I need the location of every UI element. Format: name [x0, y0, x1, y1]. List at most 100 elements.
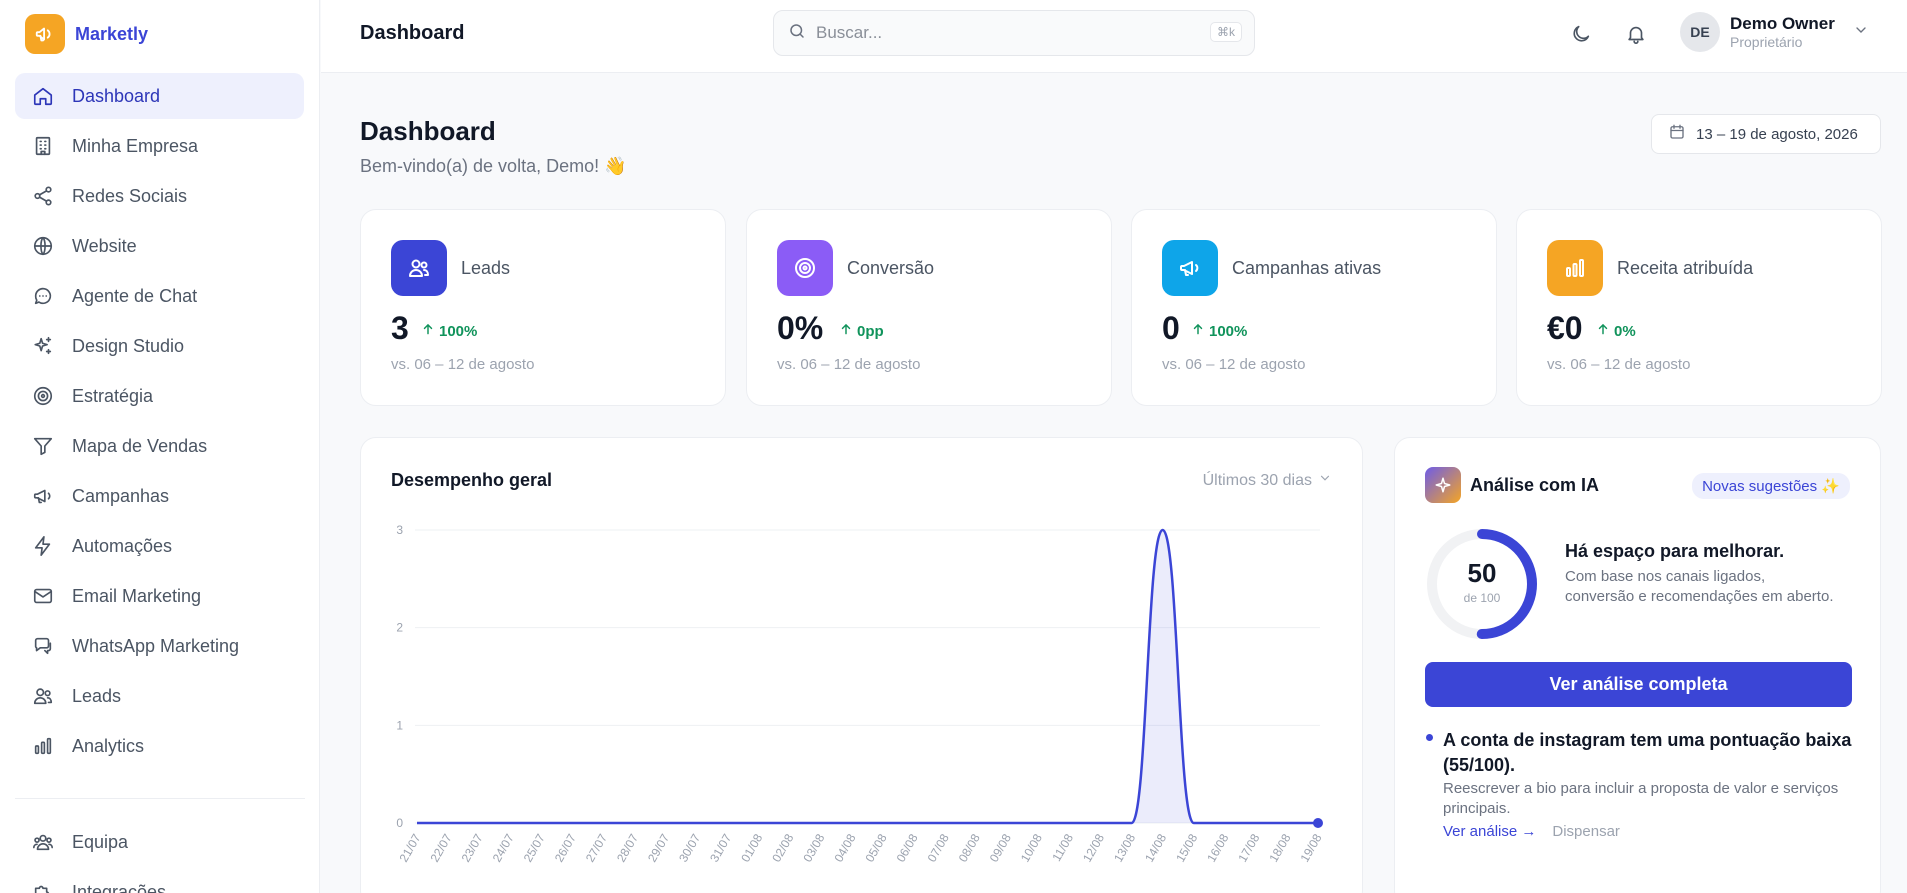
sidebar-item-agente-de-chat[interactable]: Agente de Chat — [15, 273, 304, 319]
x-tick-label: 17/08 — [1235, 831, 1262, 864]
sidebar-item-design-studio[interactable]: Design Studio — [15, 323, 304, 369]
sidebar-item-estrategia[interactable]: Estratégia — [15, 373, 304, 419]
ai-badge: Novas sugestões ✨ — [1692, 473, 1850, 499]
kpi-delta-value: 100% — [1209, 322, 1248, 340]
kpi-card-campanhas-ativas[interactable]: Campanhas ativas 0 100% vs. 06 – 12 de agos… — [1131, 209, 1497, 406]
sidebar-item-label: Redes Sociais — [72, 185, 188, 206]
x-tick-label: 18/08 — [1266, 831, 1293, 864]
sidebar-item-equipa[interactable]: Equipa — [15, 819, 304, 865]
kpi-comparison: vs. 06 – 12 de agosto — [777, 356, 921, 373]
users-icon — [31, 684, 55, 708]
sidebar-item-integracoes[interactable]: Integrações — [15, 869, 304, 893]
sidebar-item-redes-sociais[interactable]: Redes Sociais — [15, 173, 304, 219]
user-menu[interactable]: DE Demo Owner Proprietário — [1680, 12, 1869, 52]
chevron-down-icon — [1853, 22, 1869, 43]
x-tick-label: 08/08 — [956, 831, 983, 864]
target-icon — [31, 384, 55, 408]
ai-analysis-card: Análise com IA Novas sugestões ✨ 50 de 1… — [1394, 437, 1881, 893]
bar-chart-icon — [31, 734, 55, 758]
ai-description: Com base nos canais ligados, conversão e… — [1565, 568, 1834, 605]
sidebar-item-label: Integrações — [72, 881, 167, 893]
puzzle-icon — [31, 880, 55, 893]
moon-icon[interactable] — [1567, 20, 1595, 48]
kpi-delta: 0% — [1596, 322, 1636, 340]
kpi-delta-value: 100% — [439, 322, 478, 340]
range-select[interactable]: Últimos 30 dias — [1203, 471, 1332, 490]
kpi-card-conversao[interactable]: Conversão 0% 0pp vs. 06 – 12 de agosto — [746, 209, 1112, 406]
sidebar: Marketly Dashboard Minha Empresa Redes Soc… — [0, 0, 320, 893]
x-tick-label: 11/08 — [1049, 831, 1076, 864]
performance-title: Desempenho geral — [391, 470, 553, 490]
x-tick-label: 30/07 — [676, 831, 703, 864]
sidebar-item-label: Equipa — [72, 831, 129, 852]
target-icon — [777, 240, 833, 296]
sidebar-item-label: Leads — [72, 685, 122, 706]
sidebar-item-whatsapp-marketing[interactable]: WhatsApp Marketing — [15, 623, 304, 669]
x-tick-label: 04/08 — [831, 831, 858, 864]
x-tick-label: 24/07 — [490, 831, 517, 864]
sidebar-item-label: Mapa de Vendas — [72, 435, 208, 456]
chat-icon — [31, 284, 55, 308]
search-bar[interactable]: ⌘k — [773, 10, 1255, 56]
arrow-up-icon — [421, 322, 435, 340]
arrow-up-icon — [1596, 322, 1610, 340]
sidebar-item-dashboard[interactable]: Dashboard — [15, 73, 304, 119]
sidebar-item-website[interactable]: Website — [15, 223, 304, 269]
user-role: Proprietário — [1730, 34, 1803, 50]
series-area — [417, 530, 1318, 823]
x-tick-label: 21/07 — [396, 831, 423, 864]
arrow-up-icon — [839, 322, 853, 340]
megaphone-icon — [31, 484, 55, 508]
page-title: Dashboard — [360, 116, 496, 146]
bell-icon[interactable] — [1622, 20, 1650, 48]
home-icon — [31, 84, 55, 108]
kpi-card-leads[interactable]: Leads 3 100% vs. 06 – 12 de agosto — [360, 209, 726, 406]
ai-headline: Há espaço para melhorar. — [1565, 541, 1785, 561]
kpi-label: Campanhas ativas — [1232, 258, 1382, 278]
kpi-delta: 100% — [1191, 322, 1247, 340]
x-tick-label: 25/07 — [521, 831, 548, 864]
kpi-comparison: vs. 06 – 12 de agosto — [391, 356, 535, 373]
ai-title: Análise com IA — [1470, 475, 1600, 495]
sidebar-item-leads[interactable]: Leads — [15, 673, 304, 719]
view-analysis-button[interactable]: Ver análise completa — [1425, 662, 1852, 707]
search-shortcut: ⌘k — [1210, 22, 1242, 42]
team-icon — [31, 830, 55, 854]
sidebar-item-email-marketing[interactable]: Email Marketing — [15, 573, 304, 619]
sidebar-item-minha-empresa[interactable]: Minha Empresa — [15, 123, 304, 169]
brand[interactable]: Marketly — [25, 14, 148, 54]
sidebar-item-mapa-de-vendas[interactable]: Mapa de Vendas — [15, 423, 304, 469]
date-range-button[interactable]: 13 – 19 de agosto, 2026 — [1651, 114, 1881, 154]
users-icon — [391, 240, 447, 296]
view-suggestion-link[interactable]: Ver análise → — [1443, 823, 1537, 840]
megaphone-icon — [1162, 240, 1218, 296]
x-tick-label: 09/08 — [987, 831, 1014, 864]
dismiss-link[interactable]: Dispensar — [1552, 823, 1620, 840]
kpi-label: Leads — [461, 258, 511, 278]
score-value: 50 — [1467, 558, 1497, 588]
suggestion-description: Reescrever a bio para incluir a proposta… — [1443, 780, 1839, 817]
kpi-comparison: vs. 06 – 12 de agosto — [1162, 356, 1306, 373]
x-tick-label: 02/08 — [769, 831, 796, 864]
x-tick-label: 10/08 — [1018, 831, 1045, 864]
globe-icon — [31, 234, 55, 258]
sidebar-item-label: Dashboard — [72, 85, 161, 106]
x-tick-label: 26/07 — [552, 831, 579, 864]
sidebar-item-label: Analytics — [72, 735, 145, 756]
chevron-down-icon — [1318, 471, 1332, 490]
kpi-delta-value: 0pp — [857, 322, 884, 340]
x-tick-label: 31/07 — [707, 831, 734, 864]
sidebar-nav: Dashboard Minha Empresa Redes Sociais Websi… — [15, 73, 304, 773]
series-endpoint — [1313, 818, 1323, 828]
sidebar-item-automacoes[interactable]: Automações — [15, 523, 304, 569]
search-input[interactable] — [816, 23, 1196, 43]
kpi-card-receita-atribuida[interactable]: Receita atribuída €0 0% vs. 06 – 12 de agos… — [1516, 209, 1882, 406]
sidebar-item-analytics[interactable]: Analytics — [15, 723, 304, 769]
kpi-delta-value: 0% — [1614, 322, 1636, 340]
score-gauge — [1427, 529, 1537, 639]
sidebar-item-campanhas[interactable]: Campanhas — [15, 473, 304, 519]
x-tick-label: 05/08 — [862, 831, 889, 864]
range-label: Últimos 30 dias — [1202, 471, 1312, 489]
sidebar-item-label: Minha Empresa — [72, 135, 199, 156]
gauge-fill — [1427, 529, 1537, 639]
